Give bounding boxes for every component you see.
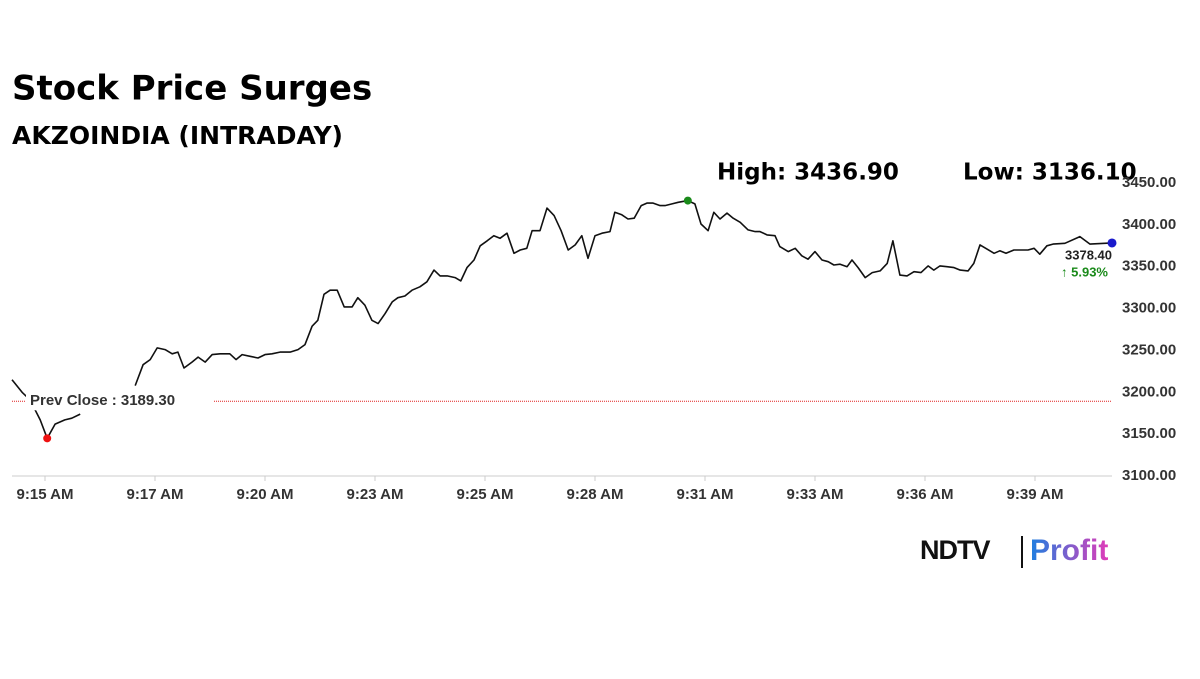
high-point — [683, 196, 692, 205]
x-tick-label: 9:15 AM — [17, 486, 74, 503]
y-tick-label: 3100.00 — [1122, 467, 1176, 484]
low-label: Low: 3136.10 — [963, 160, 1137, 186]
y-tick-label: 3300.00 — [1122, 300, 1176, 317]
prev-close-label-bg — [26, 390, 214, 411]
prev-close-label: Prev Close : 3189.30 — [30, 392, 175, 409]
low-point — [43, 434, 52, 443]
y-tick-label: 3200.00 — [1122, 383, 1176, 400]
y-tick-label: 3350.00 — [1122, 258, 1176, 275]
x-tick-label: 9:17 AM — [127, 486, 184, 503]
last-price-label: 3378.40 — [1065, 247, 1112, 262]
y-tick-label: 3450.00 — [1122, 174, 1176, 191]
x-tick-label: 9:23 AM — [347, 486, 404, 503]
y-tick-label: 3150.00 — [1122, 425, 1176, 442]
x-tick-label: 9:28 AM — [567, 486, 624, 503]
x-tick-label: 9:31 AM — [677, 486, 734, 503]
last-point — [1107, 238, 1117, 248]
chart-subtitle: AKZOINDIA (INTRADAY) — [12, 121, 343, 150]
logo-ndtv: NDTV — [920, 535, 990, 565]
change-label: ↑ 5.93% — [1061, 264, 1108, 279]
y-tick-label: 3250.00 — [1122, 341, 1176, 358]
last-label-bg — [1054, 246, 1112, 283]
x-tick-label: 9:33 AM — [787, 486, 844, 503]
y-tick-label: 3400.00 — [1122, 216, 1176, 233]
x-tick-label: 9:36 AM — [897, 486, 954, 503]
high-label: High: 3436.90 — [717, 160, 899, 186]
x-tick-label: 9:20 AM — [237, 486, 294, 503]
x-tick-label: 9:25 AM — [457, 486, 514, 503]
x-tick-label: 9:39 AM — [1007, 486, 1064, 503]
chart-title: Stock Price Surges — [12, 69, 372, 109]
logo-profit: Profit — [1030, 534, 1108, 567]
